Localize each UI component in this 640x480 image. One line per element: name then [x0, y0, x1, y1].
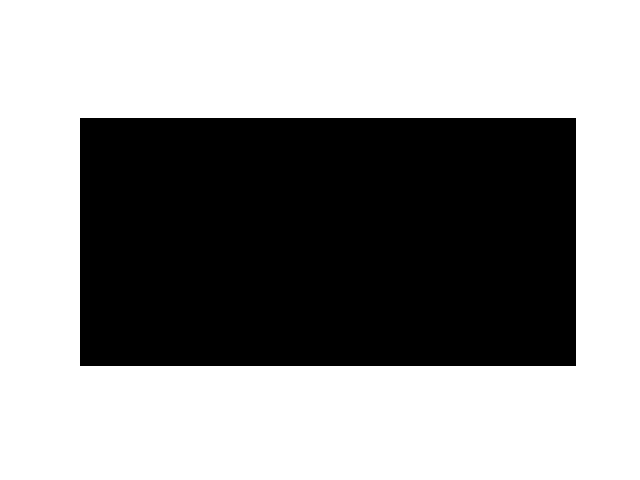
word-cloud: [80, 118, 576, 366]
